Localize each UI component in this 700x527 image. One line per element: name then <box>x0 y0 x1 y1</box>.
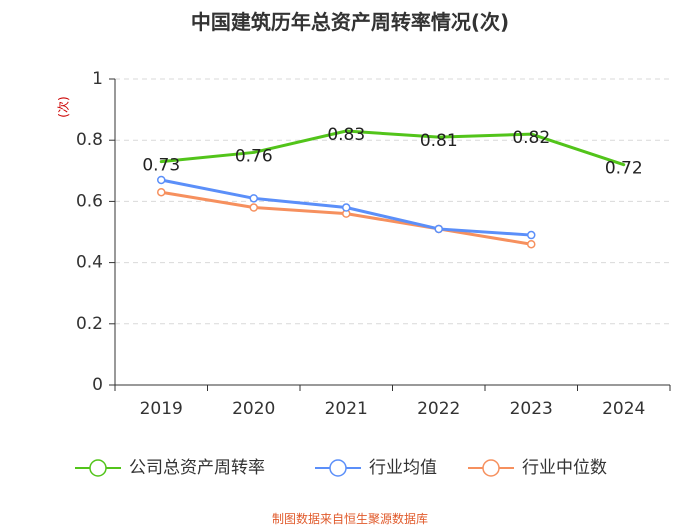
data-point <box>249 203 258 212</box>
y-tick-label: 0.4 <box>76 253 103 273</box>
y-tick-label: 0 <box>92 375 103 395</box>
data-label: 0.72 <box>605 159 643 179</box>
data-label: 0.81 <box>420 131 458 151</box>
x-tick-label: 2022 <box>417 399 460 419</box>
legend-marker <box>482 459 500 477</box>
legend-label: 行业中位数 <box>522 458 607 478</box>
data-point <box>342 203 351 212</box>
data-point <box>157 175 166 185</box>
x-tick-label: 2024 <box>602 399 645 419</box>
footer-source: 制图数据来自恒生聚源数据库 <box>271 512 428 526</box>
data-label: 0.73 <box>142 156 180 176</box>
y-tick-label: 0.6 <box>76 191 103 211</box>
data-point <box>434 224 443 234</box>
legend-label: 行业均值 <box>369 458 437 478</box>
y-tick-label: 1 <box>92 69 103 89</box>
series-line <box>159 190 533 246</box>
legend-label: 公司总资产周转率 <box>129 458 265 478</box>
y-tick-label: 0.8 <box>76 130 103 150</box>
chart-title: 中国建筑历年总资产周转率情况(次) <box>190 10 510 34</box>
data-point <box>249 194 258 203</box>
x-tick-label: 2019 <box>140 399 183 419</box>
legend-marker <box>329 459 347 477</box>
legend-marker <box>89 459 107 477</box>
data-point <box>527 239 536 249</box>
x-tick-label: 2023 <box>510 399 553 419</box>
data-label: 0.76 <box>235 146 273 166</box>
x-tick-label: 2020 <box>232 399 275 419</box>
data-label: 0.83 <box>327 125 365 145</box>
x-tick-label: 2021 <box>325 399 368 419</box>
data-point <box>157 187 166 197</box>
y-tick-label: 0.2 <box>76 314 103 334</box>
data-label: 0.82 <box>512 128 550 148</box>
y-axis-label: (次) <box>57 96 71 117</box>
data-point <box>527 230 536 240</box>
series-line <box>159 129 626 167</box>
